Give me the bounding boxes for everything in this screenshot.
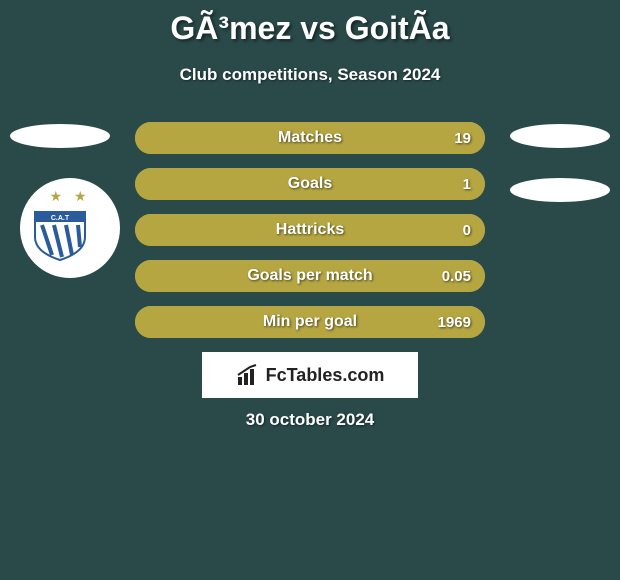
club-badge: ★ ★ C.A.T <box>20 178 120 278</box>
stat-value: 19 <box>454 130 471 147</box>
stat-label: Goals <box>288 175 332 193</box>
stat-row-goals-per-match: Goals per match 0.05 <box>135 260 485 292</box>
badge-stars-icon: ★ ★ <box>30 188 110 205</box>
stat-row-hattricks: Hattricks 0 <box>135 214 485 246</box>
comparison-card: GÃ³mez vs GoitÃ­a Club competitions, Sea… <box>0 0 620 85</box>
stat-value: 1969 <box>438 314 471 331</box>
stat-row-matches: Matches 19 <box>135 122 485 154</box>
page-subtitle: Club competitions, Season 2024 <box>0 65 620 85</box>
footer-date: 30 october 2024 <box>246 410 375 430</box>
stat-row-goals: Goals 1 <box>135 168 485 200</box>
player-placeholder-left <box>10 124 110 148</box>
player-placeholder-right-1 <box>510 124 610 148</box>
stat-value: 1 <box>463 176 471 193</box>
stat-row-min-per-goal: Min per goal 1969 <box>135 306 485 338</box>
club-badge-inner: ★ ★ C.A.T <box>30 188 110 268</box>
page-title: GÃ³mez vs GoitÃ­a <box>0 0 620 47</box>
footer-brand[interactable]: FcTables.com <box>202 352 418 398</box>
stat-value: 0 <box>463 222 471 239</box>
player-placeholder-right-2 <box>510 178 610 202</box>
chart-icon <box>236 363 260 387</box>
stat-label: Matches <box>278 129 342 147</box>
club-shield-icon: C.A.T <box>30 207 90 262</box>
stats-area: Matches 19 Goals 1 Hattricks 0 Goals per… <box>135 122 485 352</box>
svg-text:C.A.T: C.A.T <box>51 215 70 222</box>
stat-label: Goals per match <box>247 267 372 285</box>
stat-value: 0.05 <box>442 268 471 285</box>
footer-brand-text: FcTables.com <box>266 365 385 386</box>
stat-label: Hattricks <box>276 221 344 239</box>
stat-label: Min per goal <box>263 313 357 331</box>
